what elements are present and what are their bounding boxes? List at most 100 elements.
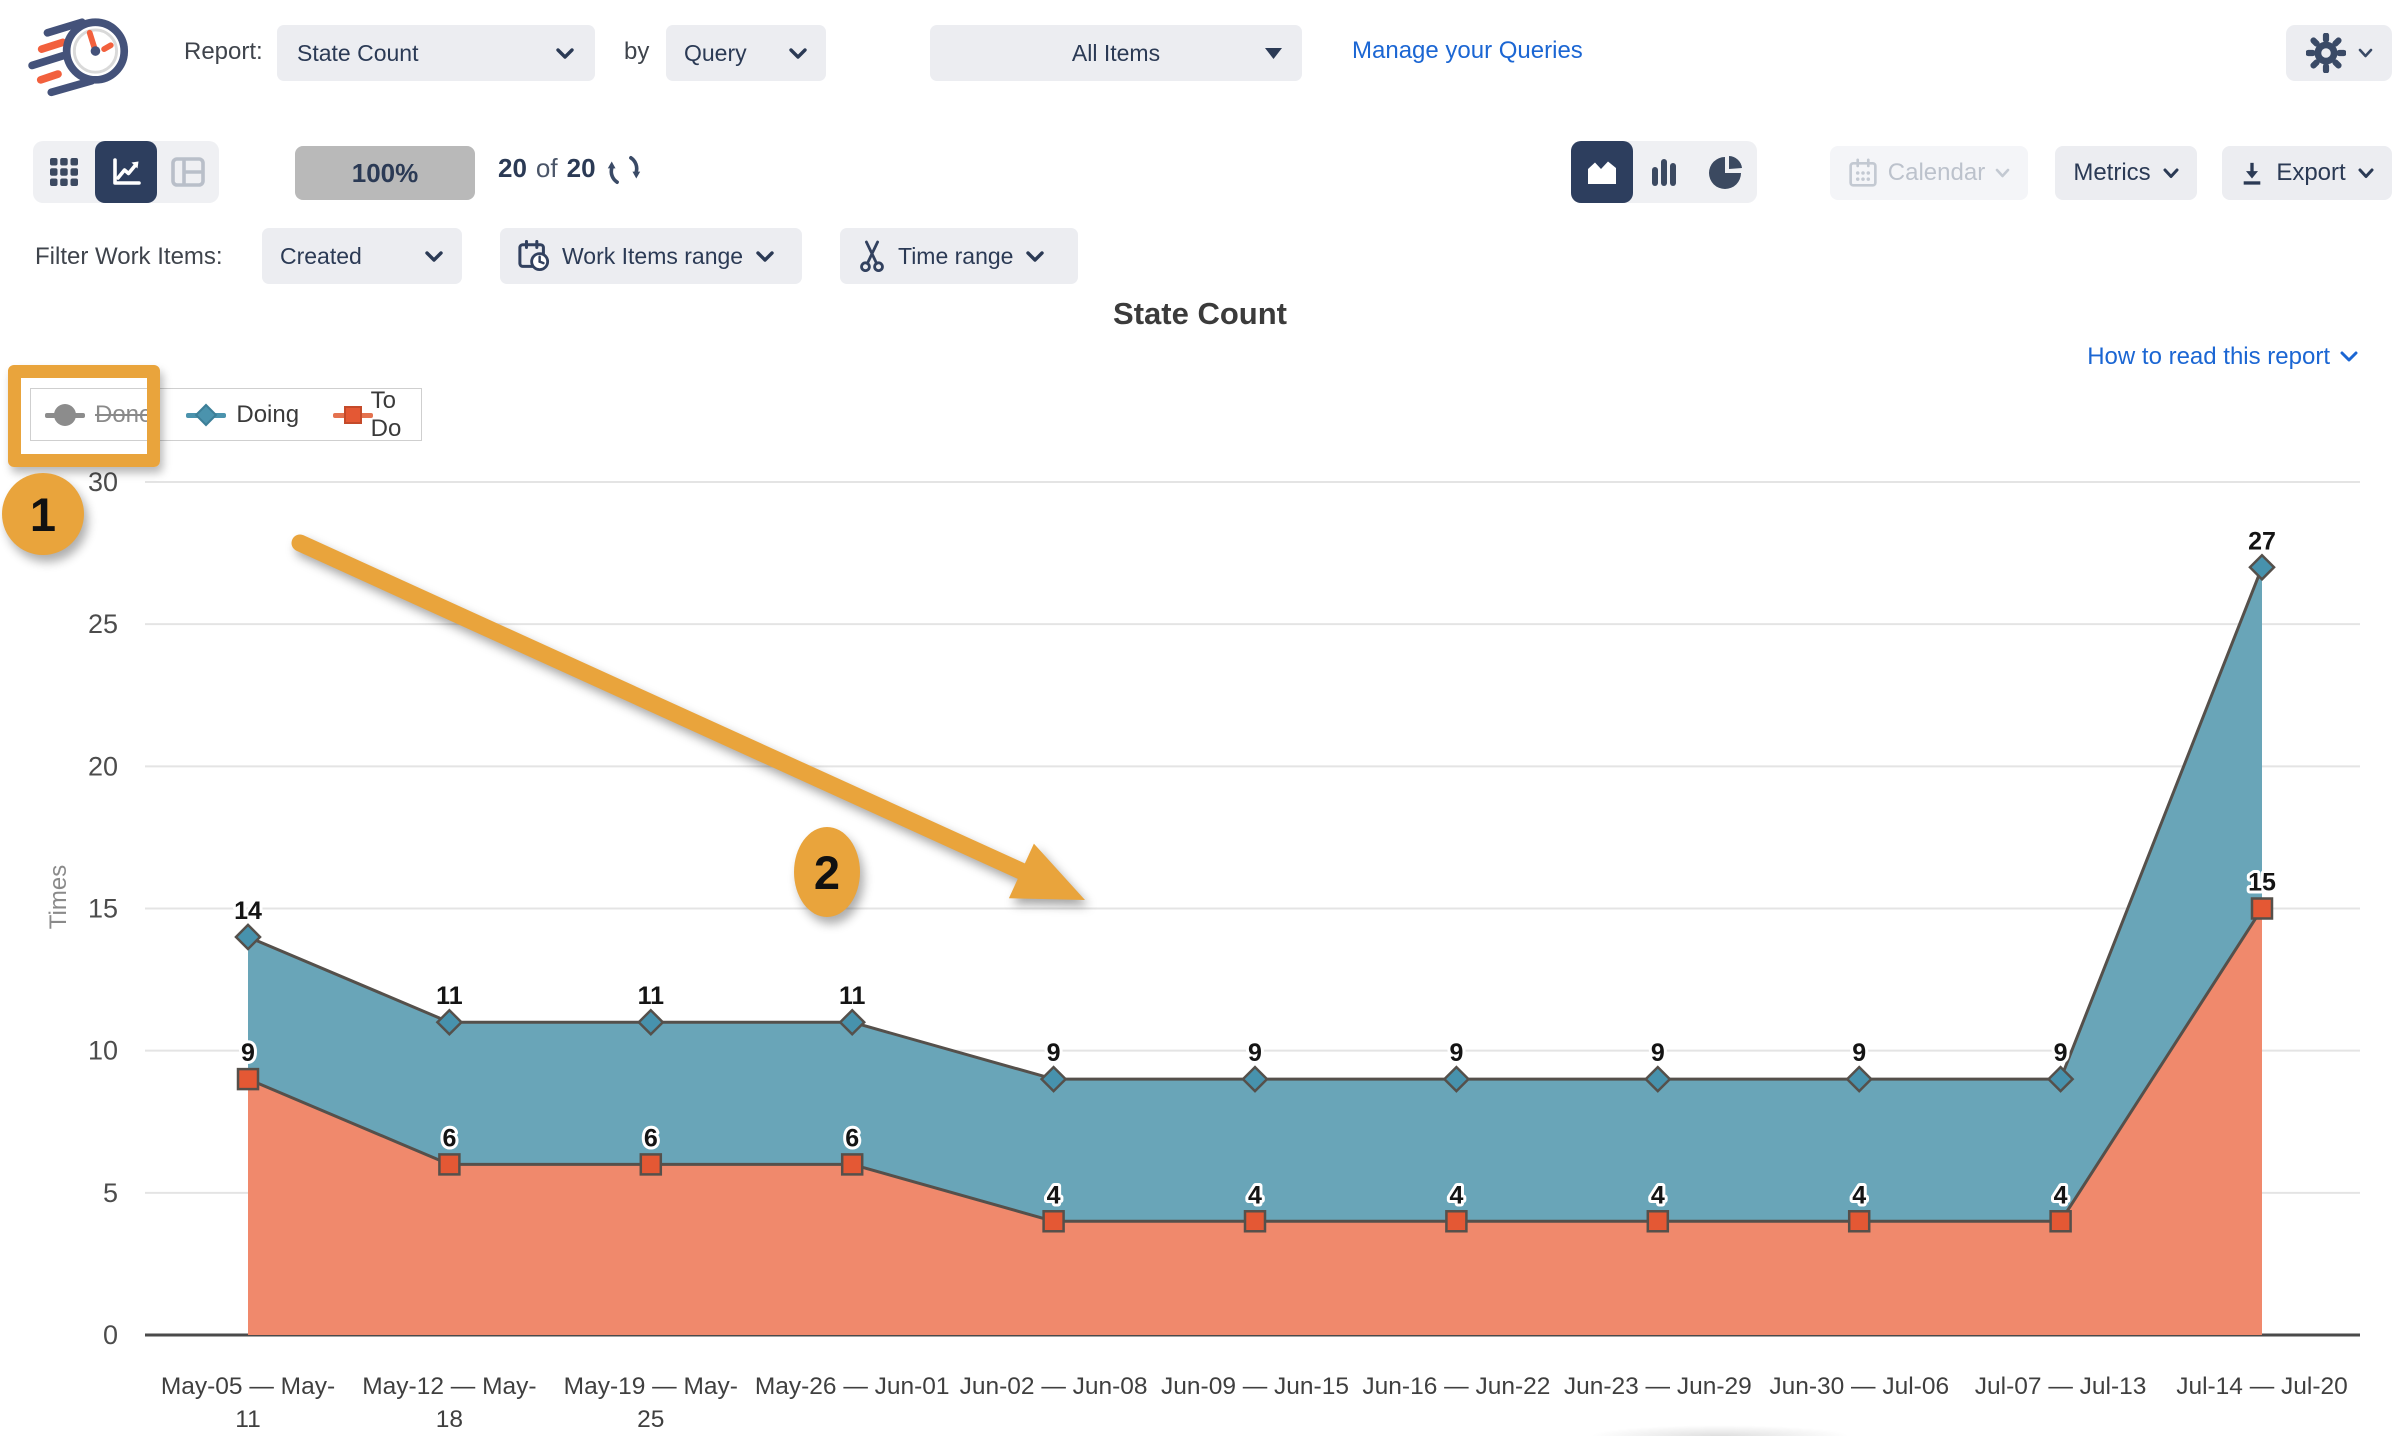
doing-marker[interactable] bbox=[1039, 1065, 1068, 1093]
doing-marker[interactable] bbox=[435, 1008, 464, 1037]
metrics-label: Metrics bbox=[2073, 159, 2151, 186]
doing-marker[interactable] bbox=[1644, 1065, 1672, 1093]
x-tick-label: May-19 — May- bbox=[564, 1373, 738, 1400]
chevron-down-icon bbox=[756, 250, 774, 262]
to-do-marker[interactable] bbox=[2049, 1210, 2072, 1233]
to-do-marker[interactable] bbox=[236, 1067, 260, 1091]
y-tick-label: 30 bbox=[88, 467, 118, 497]
report-select-value: State Count bbox=[297, 39, 419, 66]
to-do-marker[interactable] bbox=[1243, 1210, 1267, 1233]
query-select[interactable]: All Items bbox=[930, 25, 1302, 81]
gear-icon bbox=[2305, 33, 2346, 73]
data-label: 4 bbox=[1651, 1181, 1665, 1209]
doing-marker[interactable] bbox=[637, 1008, 665, 1037]
legend-item-done[interactable]: Done bbox=[45, 401, 152, 429]
chart-view-button[interactable] bbox=[95, 141, 157, 203]
doing-area[interactable] bbox=[248, 567, 2262, 1335]
data-label: 9 bbox=[2054, 1039, 2068, 1067]
annotation-step-2-number: 2 bbox=[813, 845, 841, 899]
data-label: 9 bbox=[1651, 1039, 1665, 1067]
calendar-range-icon bbox=[518, 240, 550, 272]
created-filter-select[interactable]: Created bbox=[262, 228, 462, 284]
settings-button[interactable] bbox=[2286, 25, 2392, 81]
data-label: 4 bbox=[1852, 1181, 1866, 1209]
bar-chart-button[interactable] bbox=[1633, 141, 1695, 203]
query-select-value: All Items bbox=[1071, 39, 1161, 66]
count-total: 20 bbox=[566, 153, 596, 183]
to-do-marker[interactable] bbox=[438, 1153, 461, 1176]
doing-diamond-marker-icon bbox=[186, 403, 227, 427]
chevron-down-icon bbox=[1026, 250, 1045, 262]
chevron-down-icon bbox=[2358, 168, 2374, 178]
to-do-marker[interactable] bbox=[840, 1153, 864, 1176]
data-label: 11 bbox=[839, 982, 866, 1010]
work-items-range-select[interactable]: Work Items range bbox=[500, 228, 802, 284]
doing-marker[interactable] bbox=[1241, 1065, 1269, 1093]
chart-type-switcher bbox=[1571, 141, 1757, 203]
manage-queries-link[interactable]: Manage your Queries bbox=[1352, 37, 1583, 64]
data-label: 4 bbox=[1248, 1181, 1262, 1209]
data-label: 9 bbox=[1047, 1039, 1061, 1067]
doing-marker[interactable] bbox=[2248, 553, 2276, 582]
x-tick-label: Jun-16 — Jun-22 bbox=[1362, 1373, 1550, 1400]
bottom-edge-widget-shadow bbox=[1540, 1421, 1900, 1436]
how-to-read-link[interactable]: How to read this report bbox=[2087, 343, 2358, 371]
to-do-marker[interactable] bbox=[1646, 1210, 1670, 1233]
to-do-area[interactable] bbox=[248, 908, 2262, 1335]
x-tick-label: Jun-30 — Jul-06 bbox=[1769, 1373, 1949, 1400]
progress-badge: 100% bbox=[295, 146, 475, 200]
data-label: 9 bbox=[1248, 1039, 1262, 1067]
area-chart-icon bbox=[1588, 161, 1616, 184]
chevron-down-icon bbox=[556, 47, 574, 59]
doing-marker[interactable] bbox=[838, 1008, 866, 1037]
count-current: 20 bbox=[498, 153, 527, 183]
refresh-button[interactable] bbox=[606, 152, 644, 190]
table-view-button[interactable] bbox=[157, 141, 219, 203]
refresh-icon bbox=[607, 156, 641, 184]
y-tick-label: 5 bbox=[103, 1178, 118, 1208]
x-tick-label: 11 bbox=[235, 1406, 260, 1433]
data-label: 11 bbox=[638, 982, 665, 1010]
time-range-select[interactable]: Time range bbox=[840, 228, 1078, 284]
legend-item-doing[interactable]: Doing bbox=[186, 401, 299, 429]
chart-legend: Done Doing To Do bbox=[30, 387, 422, 443]
view-switcher bbox=[33, 141, 219, 203]
x-tick-label: Jul-07 — Jul-13 bbox=[1975, 1373, 2147, 1400]
group-by-select[interactable]: Query bbox=[666, 25, 826, 81]
done-circle-marker-icon bbox=[45, 403, 85, 427]
legend-item-todo[interactable]: To Do bbox=[333, 387, 414, 443]
grid-view-icon bbox=[50, 158, 78, 186]
how-to-read-label: How to read this report bbox=[2087, 343, 2330, 370]
metrics-button[interactable]: Metrics bbox=[2055, 146, 2197, 200]
report-select[interactable]: State Count bbox=[277, 25, 595, 81]
to-do-marker[interactable] bbox=[639, 1153, 663, 1176]
area-chart-button[interactable] bbox=[1571, 141, 1633, 203]
export-button[interactable]: Export bbox=[2222, 146, 2392, 200]
data-label: 4 bbox=[2054, 1181, 2068, 1209]
y-tick-label: 0 bbox=[103, 1320, 118, 1350]
to-do-marker[interactable] bbox=[1042, 1210, 1065, 1233]
annotation-step-1-badge: 1 bbox=[2, 473, 84, 555]
chevron-down-icon bbox=[425, 250, 443, 262]
grid-view-button[interactable] bbox=[33, 141, 95, 203]
pie-chart-button[interactable] bbox=[1695, 141, 1757, 203]
doing-marker[interactable] bbox=[1442, 1065, 1471, 1093]
calendar-button: Calendar bbox=[1830, 146, 2028, 200]
data-label: 6 bbox=[644, 1124, 658, 1152]
to-do-marker[interactable] bbox=[1445, 1210, 1468, 1233]
y-tick-label: 20 bbox=[88, 751, 118, 781]
app-logo[interactable] bbox=[22, 4, 142, 100]
x-tick-label: Jul-14 — Jul-20 bbox=[2176, 1373, 2348, 1400]
chevron-down-icon bbox=[2163, 168, 2179, 178]
to-do-marker[interactable] bbox=[1847, 1210, 1871, 1233]
scissors-icon bbox=[860, 240, 884, 272]
doing-marker[interactable] bbox=[1845, 1065, 1873, 1093]
legend-todo-label: To Do bbox=[370, 386, 402, 442]
doing-marker[interactable] bbox=[234, 923, 262, 951]
y-axis-title: Times bbox=[45, 865, 72, 929]
doing-marker[interactable] bbox=[2046, 1065, 2075, 1093]
to-do-marker[interactable] bbox=[2250, 897, 2274, 920]
line-chart-view-icon bbox=[113, 158, 141, 185]
